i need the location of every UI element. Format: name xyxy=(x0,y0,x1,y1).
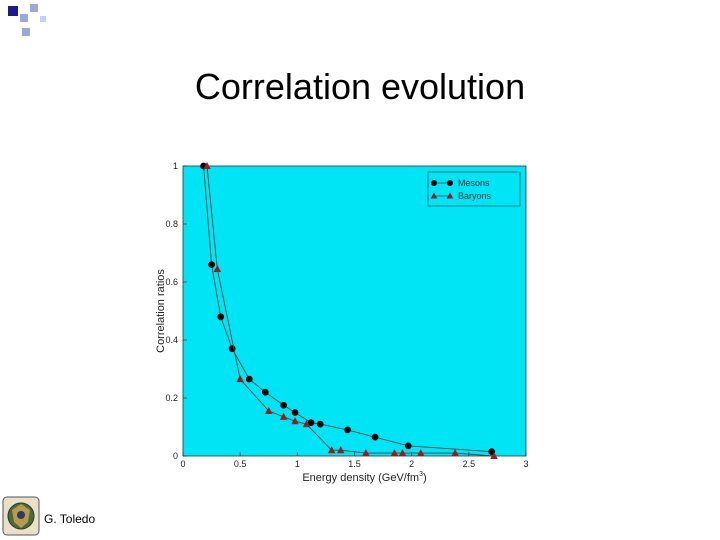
corner-squares-icon xyxy=(8,4,46,36)
footer-author: G. Toledo xyxy=(44,512,96,526)
x-tick-label: 0.5 xyxy=(234,459,247,469)
data-point-baryons xyxy=(264,407,273,415)
data-point-baryons xyxy=(390,449,399,457)
data-point-mesons xyxy=(217,313,225,321)
plot-area xyxy=(182,165,527,457)
data-point-baryons xyxy=(336,446,345,454)
legend-marker-baryons xyxy=(430,192,438,199)
y-tick-label: 0.6 xyxy=(165,277,178,287)
data-point-mesons xyxy=(316,420,324,428)
x-tick-label: 1 xyxy=(295,459,300,469)
slide-title: Correlation evolution xyxy=(194,66,526,107)
y-tick-label: 1 xyxy=(173,161,178,171)
data-point-baryons xyxy=(490,452,498,459)
legend-label-baryons: Baryons xyxy=(458,191,492,201)
legend-marker-baryons xyxy=(446,192,454,199)
data-point-mesons xyxy=(404,442,412,450)
data-point-baryons xyxy=(398,449,407,457)
legend-marker-mesons xyxy=(447,180,453,186)
data-point-mesons xyxy=(261,388,269,396)
y-axis-label: Correlation ratios xyxy=(155,269,167,353)
university-seal-icon xyxy=(2,496,40,536)
data-point-baryons xyxy=(362,449,370,457)
data-point-mesons xyxy=(291,409,299,416)
x-tick-label: 3 xyxy=(523,459,528,469)
data-point-baryons xyxy=(236,375,244,383)
data-point-baryons xyxy=(417,449,425,457)
data-point-baryons xyxy=(213,264,222,272)
data-point-mesons xyxy=(208,261,215,268)
data-point-mesons xyxy=(245,375,253,383)
y-tick-label: 0 xyxy=(173,451,178,461)
data-point-baryons xyxy=(451,449,459,457)
data-point-baryons xyxy=(302,420,311,428)
series-line-mesons xyxy=(203,165,492,453)
data-point-mesons xyxy=(307,419,315,427)
legend-label-mesons: Mesons xyxy=(458,178,490,188)
data-point-mesons xyxy=(344,426,352,434)
x-tick-label: 0 xyxy=(180,459,185,469)
data-point-baryons xyxy=(279,412,288,420)
data-point-mesons xyxy=(280,401,288,409)
y-tick-label: 0.2 xyxy=(165,393,178,403)
x-tick-label: 2 xyxy=(409,459,414,469)
data-point-baryons xyxy=(203,162,211,169)
data-point-baryons xyxy=(327,446,336,454)
y-tick-label: 0.8 xyxy=(165,219,178,229)
x-tick-label: 2.5 xyxy=(463,459,476,469)
x-axis-label: Energy density (GeV/fm3) xyxy=(302,471,426,484)
chart: 0 0.5 1 1.5 2 2.5 3 0 0.2 0.4 0.6 0.8 1 Energy densit… xyxy=(150,150,550,490)
legend-box xyxy=(427,171,521,207)
y-tick-label: 0.4 xyxy=(165,335,178,345)
data-point-mesons xyxy=(371,433,379,441)
data-point-baryons xyxy=(291,417,299,425)
x-tick-label: 1.5 xyxy=(348,459,361,469)
legend-marker-mesons xyxy=(431,180,437,186)
